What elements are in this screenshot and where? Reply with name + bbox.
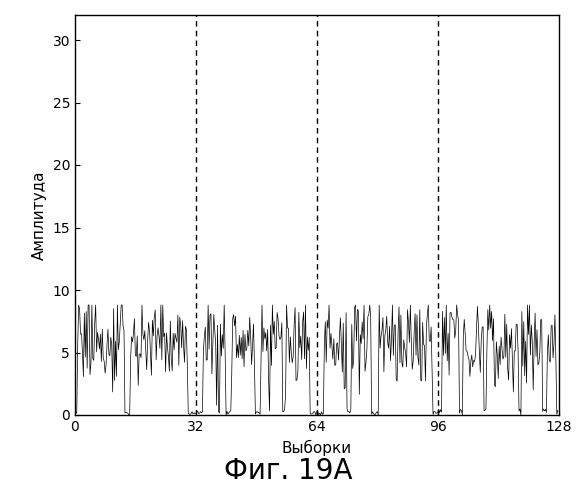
Text: Фиг. 19А: Фиг. 19А (223, 457, 353, 485)
X-axis label: Выборки: Выборки (282, 440, 352, 456)
Y-axis label: Амплитуда: Амплитуда (32, 170, 47, 260)
